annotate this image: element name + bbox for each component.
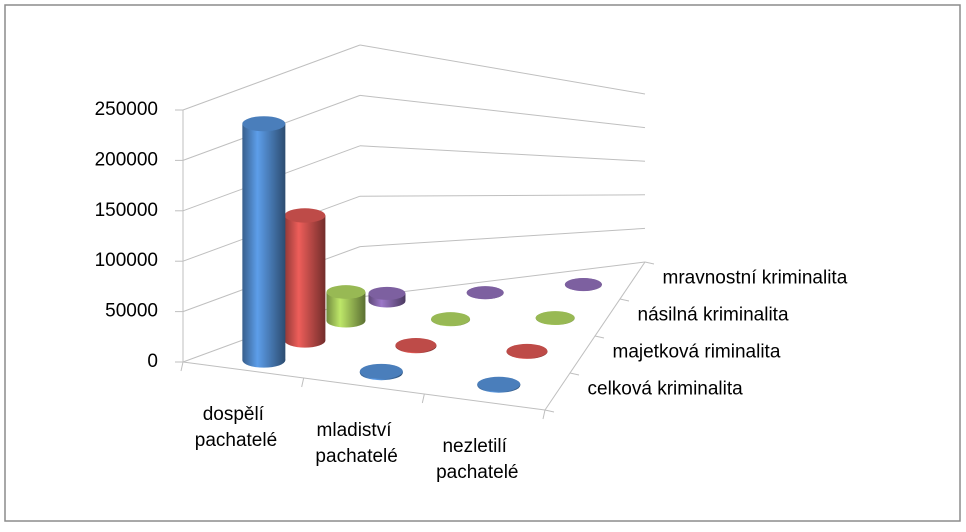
bar xyxy=(360,364,403,380)
bar xyxy=(506,344,547,359)
bar-top xyxy=(242,116,285,131)
bar-top xyxy=(431,312,470,326)
bar xyxy=(477,377,520,393)
bar-top xyxy=(565,278,602,291)
bar-top xyxy=(368,287,405,300)
bar xyxy=(326,285,365,327)
bar xyxy=(467,286,504,299)
bar-top xyxy=(477,377,520,392)
bar xyxy=(536,311,575,325)
y-tick-label: 100000 xyxy=(95,250,158,271)
bar-top xyxy=(395,338,436,352)
legend-label: majetková riminalita xyxy=(613,342,781,363)
y-tick-label: 0 xyxy=(147,351,158,372)
bar-top xyxy=(536,311,575,325)
bar-top xyxy=(284,208,325,222)
y-tick-label: 50000 xyxy=(105,301,158,322)
bar-top xyxy=(506,344,547,358)
legend-label: celková kriminalita xyxy=(588,379,744,400)
bar-top xyxy=(326,285,365,299)
bar xyxy=(284,208,325,347)
legend-label: mravnostní kriminalita xyxy=(663,268,848,289)
bar-body xyxy=(242,124,285,360)
bar-top xyxy=(467,286,504,299)
bar-body xyxy=(284,215,325,340)
y-tick-label: 250000 xyxy=(95,99,158,120)
bar xyxy=(242,116,285,367)
y-tick-label: 150000 xyxy=(95,200,158,221)
bar-top xyxy=(360,364,403,379)
bar xyxy=(395,338,436,353)
y-tick-label: 200000 xyxy=(95,149,158,170)
bar xyxy=(431,312,470,326)
bar xyxy=(368,287,405,308)
bar xyxy=(565,278,602,291)
legend-label: násilná kriminalita xyxy=(638,305,789,326)
